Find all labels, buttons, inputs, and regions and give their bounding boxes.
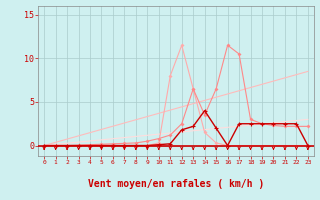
X-axis label: Vent moyen/en rafales ( km/h ): Vent moyen/en rafales ( km/h ) <box>88 179 264 189</box>
